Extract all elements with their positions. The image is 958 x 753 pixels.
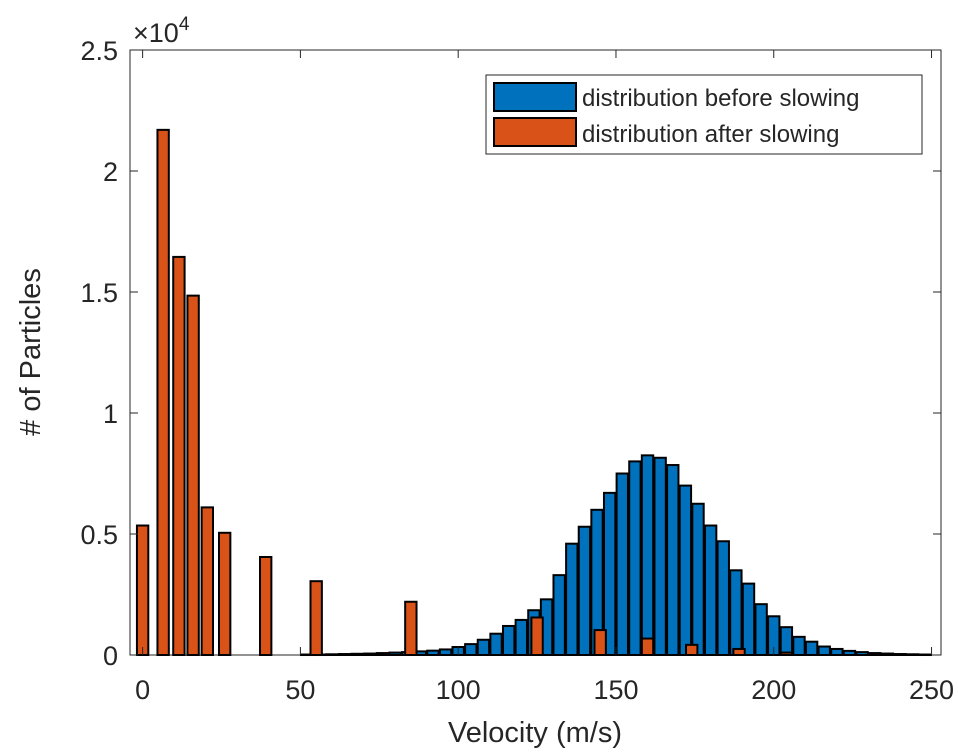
- bar-after: [309, 580, 323, 656]
- bar-before: [514, 618, 528, 656]
- legend-swatch-before: [493, 82, 577, 112]
- bar-before: [678, 484, 693, 656]
- bar-before: [741, 582, 756, 656]
- bar-before: [918, 653, 932, 657]
- bar-before: [565, 542, 579, 656]
- bar-before: [476, 638, 491, 657]
- x-tick-label: 150: [593, 675, 638, 705]
- bar-before: [350, 652, 364, 656]
- bar-before: [640, 454, 655, 656]
- bar-before: [729, 569, 743, 656]
- y-axis-label: # of Particles: [15, 268, 47, 436]
- y-tick-label: 2.5: [80, 36, 118, 66]
- x-axis-label: Velocity (m/s): [448, 717, 622, 749]
- bar-after: [593, 629, 607, 656]
- x-tick-label: 100: [436, 675, 481, 705]
- legend-swatch-after: [493, 117, 577, 147]
- bar-before: [893, 653, 907, 656]
- bar-before: [905, 653, 920, 656]
- y-tick-label: 1: [103, 399, 118, 429]
- bar-before: [817, 645, 831, 657]
- bar-before: [426, 649, 440, 656]
- bar-after: [530, 616, 544, 656]
- bar-before: [792, 635, 806, 656]
- bar-after: [640, 637, 655, 657]
- bar-after: [200, 506, 214, 656]
- bar-before: [868, 652, 882, 657]
- y-axis-ticks: 0 0.5 1 1.5 2 2.5: [80, 36, 941, 671]
- y-tick-label: 2: [103, 157, 118, 187]
- y-exponent-label: ×104: [133, 14, 190, 48]
- legend: distribution before slowing distribution…: [485, 74, 923, 155]
- bar-before: [438, 648, 453, 657]
- bar-before: [653, 456, 667, 656]
- legend-label-before: distribution before slowing: [582, 85, 860, 112]
- bar-after: [156, 128, 170, 657]
- bar-before: [375, 652, 390, 657]
- bar-before: [691, 502, 705, 656]
- bar-before: [577, 525, 592, 656]
- x-axis-ticks: 0 50 100 150 200 250: [135, 50, 954, 705]
- x-tick-label: 250: [909, 675, 954, 705]
- x-tick-label: 50: [285, 675, 315, 705]
- bar-before: [855, 651, 869, 657]
- x-tick-label: 0: [135, 675, 150, 705]
- bar-before: [804, 640, 819, 657]
- x-tick-label: 200: [751, 675, 796, 705]
- bars-after-series: [135, 128, 794, 657]
- bar-before: [628, 460, 642, 656]
- bar-after: [779, 651, 794, 657]
- bar-before: [602, 491, 617, 656]
- bar-after: [685, 643, 699, 656]
- bar-after: [172, 255, 186, 656]
- bar-before: [464, 643, 478, 656]
- bar-before: [842, 649, 857, 656]
- bar-before: [388, 651, 402, 657]
- y-tick-label: 0.5: [80, 520, 118, 550]
- bar-before: [615, 472, 629, 656]
- bar-after: [186, 294, 200, 656]
- bar-before: [489, 632, 503, 656]
- bar-before: [337, 653, 352, 656]
- bar-after: [732, 647, 746, 657]
- bar-after: [217, 531, 232, 656]
- bar-before: [363, 652, 377, 656]
- y-tick-label: 0: [103, 641, 118, 671]
- bar-before: [501, 624, 516, 657]
- bar-after: [404, 600, 418, 657]
- bar-before: [779, 626, 794, 656]
- bar-before: [830, 647, 844, 657]
- bar-after: [135, 524, 150, 657]
- bar-before: [716, 540, 730, 657]
- legend-label-after: distribution after slowing: [582, 121, 839, 148]
- bar-before: [325, 653, 339, 656]
- bar-after: [259, 555, 273, 656]
- bar-before: [703, 524, 718, 657]
- bar-before: [754, 603, 768, 656]
- y-tick-label: 1.5: [80, 278, 118, 308]
- bar-before: [552, 574, 566, 657]
- bar-before: [880, 652, 895, 656]
- bar-before: [666, 464, 680, 656]
